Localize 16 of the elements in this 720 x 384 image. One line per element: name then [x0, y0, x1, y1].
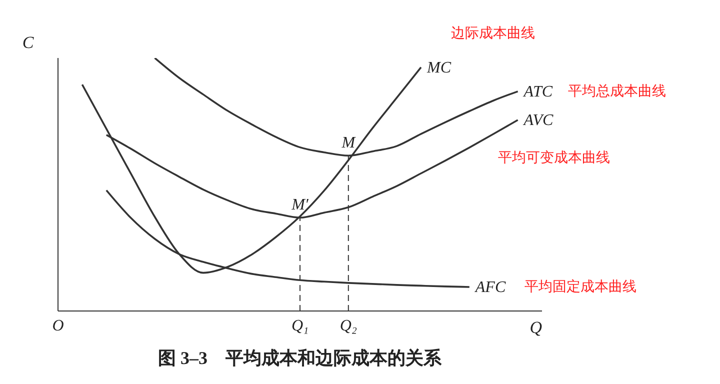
text: 图 3–3 平均成本和边际成本的关系: [158, 347, 442, 370]
text: 边际成本曲线: [451, 25, 535, 42]
x-tick-label: O: [52, 317, 64, 334]
x-tick-label: Q₂: [340, 317, 358, 334]
annotation: M′: [290, 196, 309, 214]
text: 平均总成本曲线: [568, 83, 666, 100]
annotation: M: [340, 134, 357, 152]
x-tick-label: Q₁: [291, 317, 309, 334]
series-label: ATC: [522, 83, 553, 100]
y-axis-title: C: [22, 33, 34, 52]
series-label: AFC: [474, 278, 506, 296]
annotation: 平均固定成本曲线: [524, 278, 636, 295]
series-label: AVC: [522, 112, 554, 129]
x-axis-title: Q: [530, 318, 542, 337]
annotation: 平均可变成本曲线: [498, 150, 610, 166]
series-label: MC: [426, 59, 452, 76]
